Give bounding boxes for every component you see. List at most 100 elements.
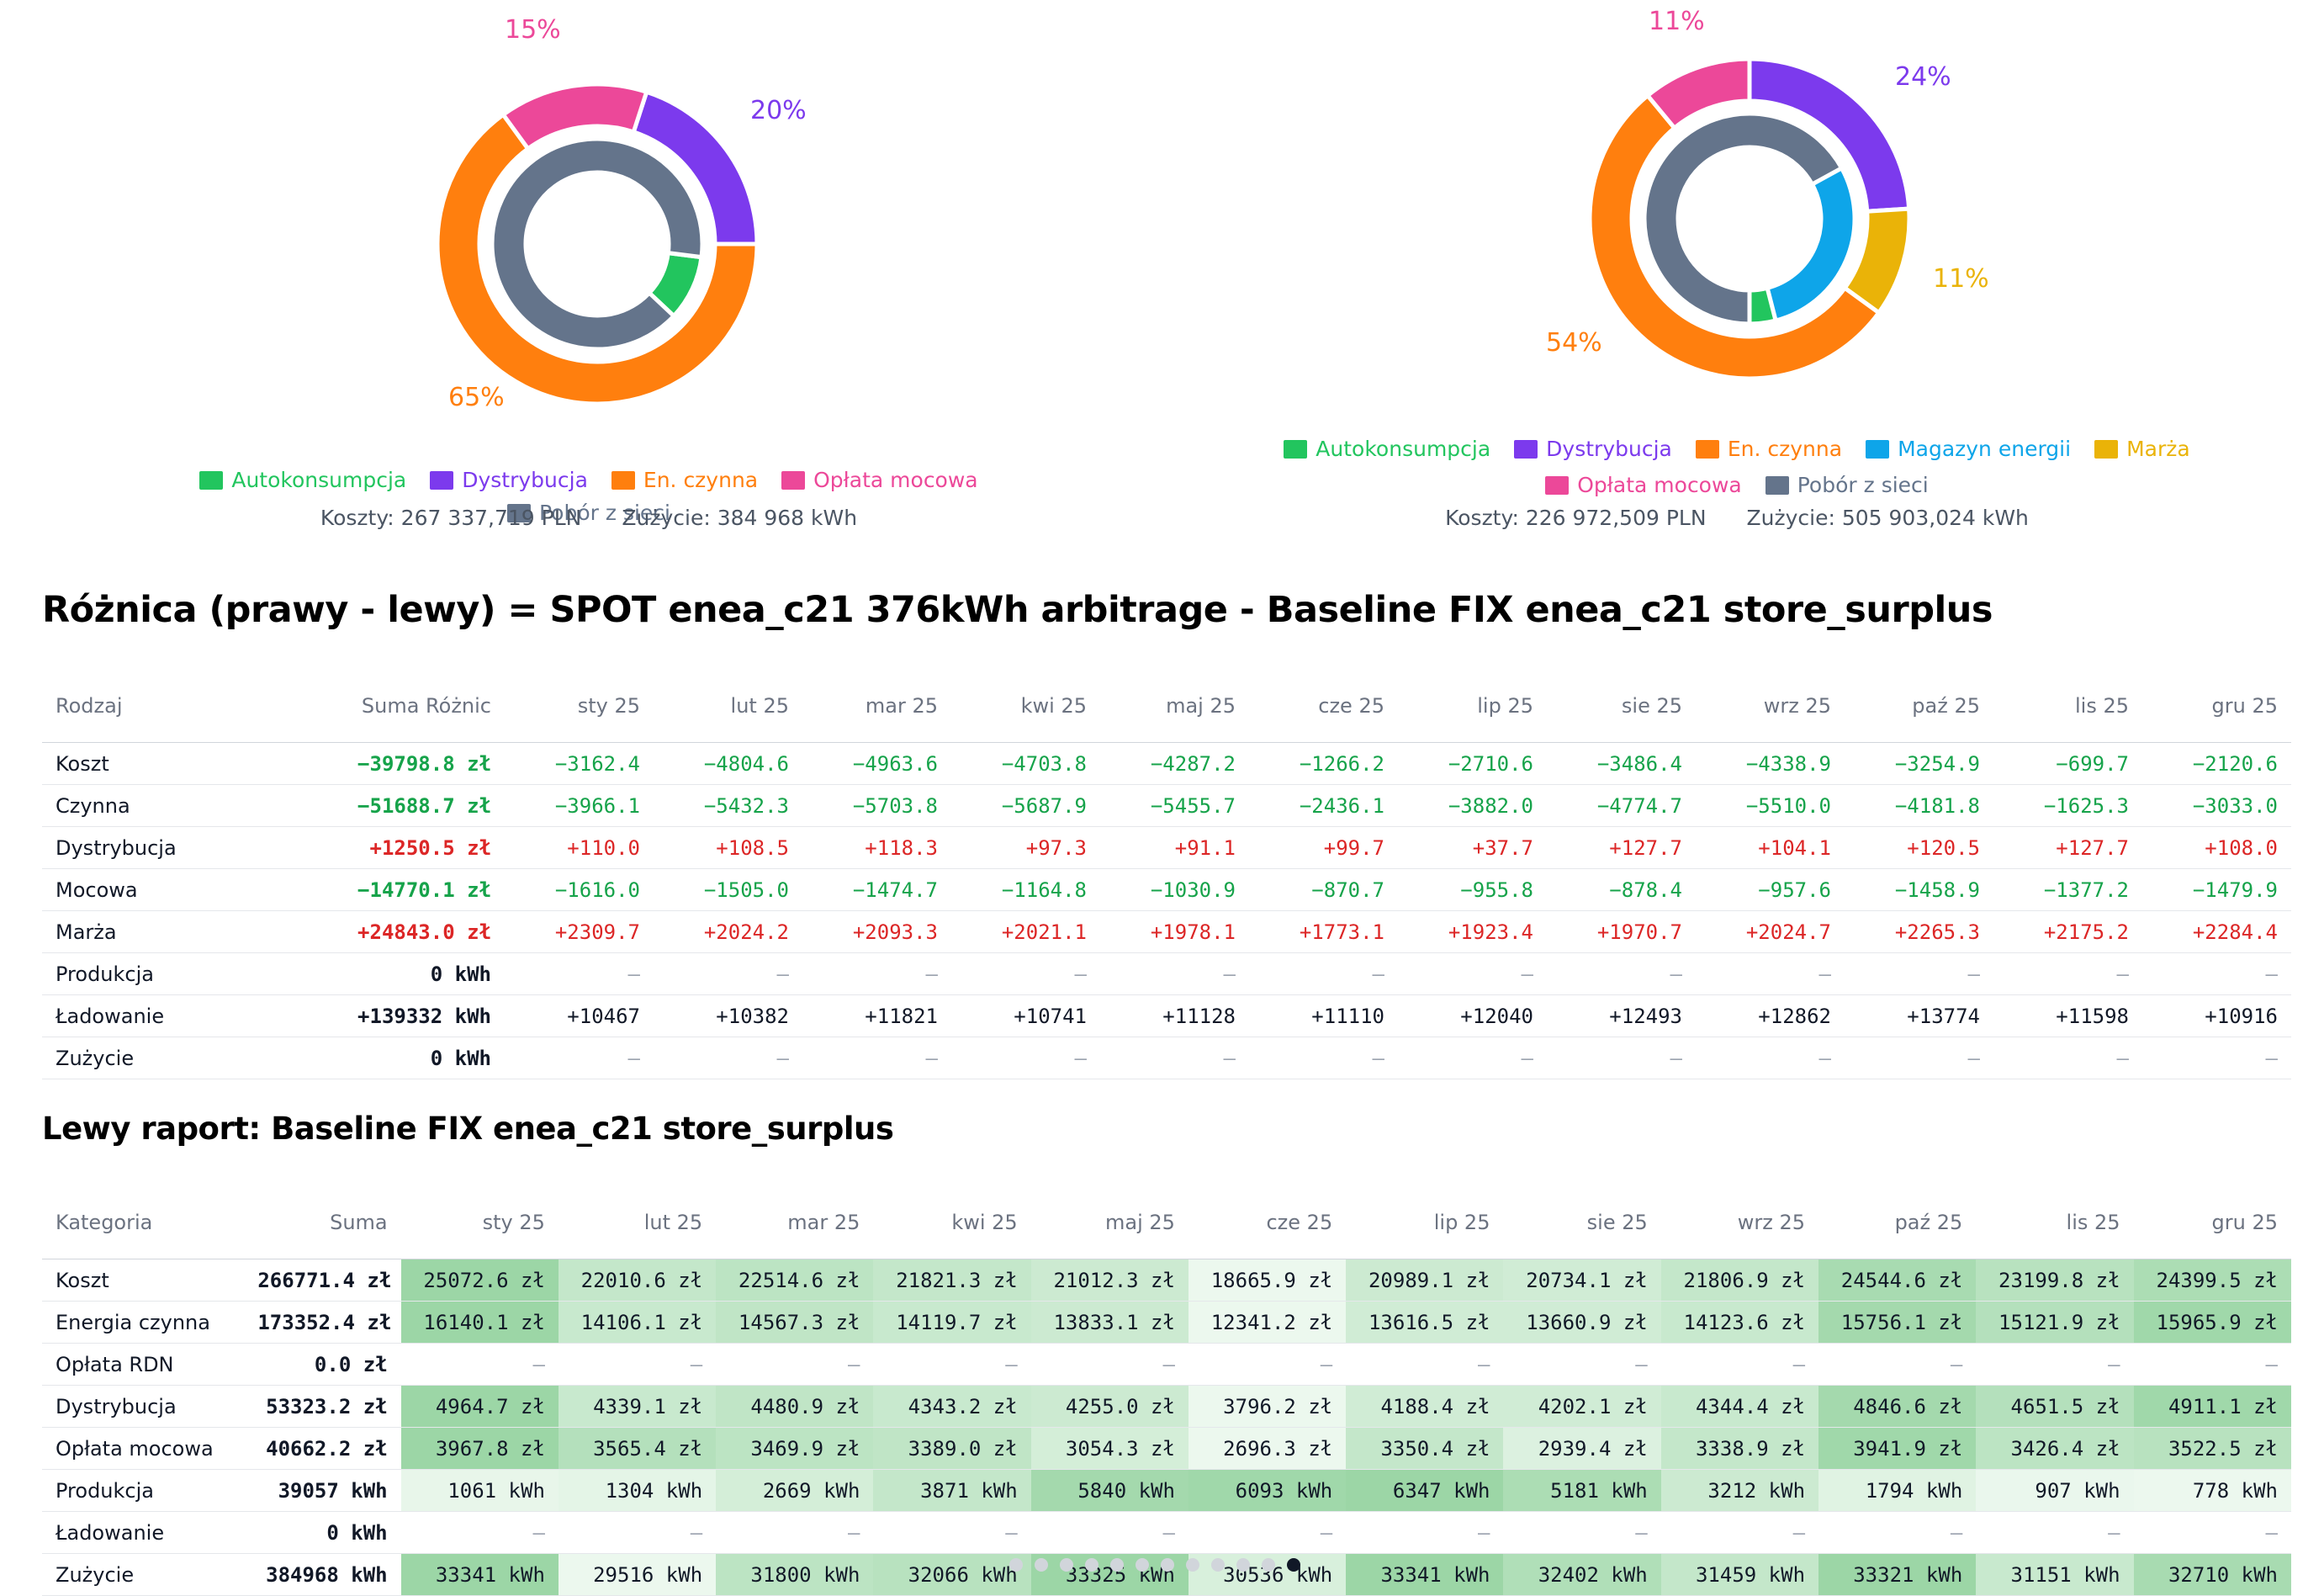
left-legend-en-czynna[interactable]: En. czynna	[611, 468, 758, 492]
table-cell: +97.3	[951, 826, 1100, 869]
table-row: Ładowanie +139332 kWh +10467 +10382 +11821 +1…	[42, 994, 2291, 1037]
column-header-gru-25[interactable]: gru 25	[2133, 1186, 2291, 1259]
column-header-kwi-25[interactable]: kwi 25	[873, 1186, 1031, 1259]
row-label: Energia czynna	[42, 1301, 245, 1344]
column-header-lut-25[interactable]: lut 25	[558, 1186, 717, 1259]
column-header-maj-25[interactable]: maj 25	[1030, 1186, 1188, 1259]
table-cell: –	[1818, 1343, 1977, 1386]
column-header-kategoria[interactable]: Kategoria	[42, 1186, 245, 1259]
column-header-mar-25[interactable]: mar 25	[802, 670, 951, 743]
left-legend-opłata-mocowa[interactable]: Opłata mocowa	[781, 468, 978, 492]
column-header-gru-25[interactable]: gru 25	[2142, 670, 2291, 743]
right-chart-legend: Autokonsumpcja Dystrybucja En. czynna Magaz…	[1211, 437, 2263, 497]
pagination-dot[interactable]	[1136, 1558, 1149, 1572]
right-legend-marża[interactable]: Marża	[2094, 437, 2190, 461]
column-header-suma-różnic[interactable]: Suma Różnic	[210, 670, 505, 743]
row-label: Dystrybucja	[42, 826, 210, 869]
slide-pagination[interactable]	[1009, 1558, 1300, 1572]
column-header-lip-25[interactable]: lip 25	[1398, 670, 1547, 743]
column-header-lis-25[interactable]: lis 25	[1993, 670, 2142, 743]
table-row: Mocowa −14770.1 zł −1616.0 −1505.0 −1474.7 −1…	[42, 868, 2291, 911]
table-cell: +13774	[1845, 994, 1993, 1037]
column-header-maj-25[interactable]: maj 25	[1100, 670, 1249, 743]
column-header-sty-25[interactable]: sty 25	[505, 670, 654, 743]
table-cell: +104.1	[1696, 826, 1845, 869]
table-cell: 32066 kWh	[873, 1553, 1031, 1596]
table-cell: −1625.3	[1993, 784, 2142, 827]
table-cell: +118.3	[802, 826, 951, 869]
table-cell: –	[1818, 1511, 1977, 1554]
table-cell: –	[558, 1511, 717, 1554]
row-label: Produkcja	[42, 952, 210, 995]
right-legend-pobór-z-sieci[interactable]: Pobór z sieci	[1765, 473, 1929, 497]
row-sum: 39057 kWh	[244, 1469, 401, 1512]
column-header-paź-25[interactable]: paź 25	[1845, 670, 1993, 743]
table-cell: 3426.4 zł	[1976, 1427, 2134, 1470]
table-cell: 3469.9 zł	[716, 1427, 874, 1470]
table-cell: 22010.6 zł	[558, 1259, 717, 1302]
column-header-wrz-25[interactable]: wrz 25	[1696, 670, 1845, 743]
pagination-dot[interactable]	[1211, 1558, 1225, 1572]
table-cell: –	[505, 1037, 654, 1079]
column-header-lut-25[interactable]: lut 25	[654, 670, 802, 743]
left-legend-dystrybucja[interactable]: Dystrybucja	[430, 468, 588, 492]
table-cell: 13660.9 zł	[1503, 1301, 1661, 1344]
pagination-dot[interactable]	[1161, 1558, 1174, 1572]
column-header-kwi-25[interactable]: kwi 25	[951, 670, 1100, 743]
right-legend-dystrybucja[interactable]: Dystrybucja	[1514, 437, 1672, 461]
table-cell: 3967.8 zł	[400, 1427, 559, 1470]
left-outer-slice-en-czynna[interactable]	[435, 111, 760, 406]
column-header-lis-25[interactable]: lis 25	[1976, 1186, 2134, 1259]
table-cell: 24399.5 zł	[2133, 1259, 2291, 1302]
column-header-paź-25[interactable]: paź 25	[1818, 1186, 1977, 1259]
pagination-dot[interactable]	[1009, 1558, 1023, 1572]
table-cell: –	[951, 1037, 1100, 1079]
left-legend-pobór-z-sieci[interactable]: Pobór z sieci	[507, 501, 670, 525]
table-cell: 18665.9 zł	[1188, 1259, 1347, 1302]
column-header-cze-25[interactable]: cze 25	[1188, 1186, 1347, 1259]
left-legend-autokonsumpcja[interactable]: Autokonsumpcja	[199, 468, 406, 492]
pagination-dot[interactable]	[1035, 1558, 1048, 1572]
table-cell: –	[2133, 1343, 2291, 1386]
pagination-dot[interactable]	[1085, 1558, 1098, 1572]
table-cell: 14567.3 zł	[716, 1301, 874, 1344]
pagination-dot[interactable]	[1060, 1558, 1073, 1572]
left-outer-slice-opłata-mocowa[interactable]	[500, 82, 649, 152]
right-outer-slice-en-czynna[interactable]	[1587, 93, 1882, 381]
legend-label: Opłata mocowa	[813, 468, 978, 492]
column-header-sie-25[interactable]: sie 25	[1503, 1186, 1661, 1259]
legend-swatch	[1514, 439, 1538, 459]
pagination-dot[interactable]	[1186, 1558, 1199, 1572]
pagination-dot[interactable]	[1262, 1558, 1275, 1572]
table-cell: 4651.5 zł	[1976, 1385, 2134, 1428]
column-header-sie-25[interactable]: sie 25	[1547, 670, 1696, 743]
column-header-lip-25[interactable]: lip 25	[1346, 1186, 1504, 1259]
table-row: Opłata mocowa 40662.2 zł 3967.8 zł 3565.4 z…	[42, 1427, 2291, 1470]
column-header-wrz-25[interactable]: wrz 25	[1660, 1186, 1819, 1259]
column-header-sty-25[interactable]: sty 25	[400, 1186, 559, 1259]
table-cell: 32402 kWh	[1503, 1553, 1661, 1596]
table-cell: +1978.1	[1100, 910, 1249, 953]
pagination-dot[interactable]	[1236, 1558, 1250, 1572]
pagination-dot[interactable]	[1110, 1558, 1124, 1572]
right-legend-magazyn-energii[interactable]: Magazyn energii	[1866, 437, 2071, 461]
table-cell: 5840 kWh	[1030, 1469, 1188, 1512]
right-outer-slice-opłata-mocowa[interactable]	[1644, 56, 1752, 131]
left-costs-total: Koszty: 267 337,719 PLN	[320, 506, 582, 530]
right-inner-slice-pobór-z-sieci[interactable]	[1642, 111, 1845, 326]
table-cell: –	[1100, 1037, 1249, 1079]
column-header-suma[interactable]: Suma	[244, 1186, 401, 1259]
right-legend-autokonsumpcja[interactable]: Autokonsumpcja	[1284, 437, 1490, 461]
table-cell: 1061 kWh	[400, 1469, 559, 1512]
table-cell: +2024.2	[654, 910, 802, 953]
pagination-dot[interactable]	[1287, 1558, 1300, 1572]
right-legend-opłata-mocowa[interactable]: Opłata mocowa	[1545, 473, 1742, 497]
legend-swatch	[507, 503, 531, 522]
column-header-cze-25[interactable]: cze 25	[1249, 670, 1398, 743]
left-inner-slice-pobór-z-sieci[interactable]	[490, 136, 705, 352]
table-row: Produkcja 39057 kWh 1061 kWh 1304 kWh 2669 k…	[42, 1469, 2291, 1512]
table-cell: 4911.1 zł	[2133, 1385, 2291, 1428]
column-header-rodzaj[interactable]: Rodzaj	[42, 670, 210, 743]
right-legend-en-czynna[interactable]: En. czynna	[1695, 437, 1842, 461]
column-header-mar-25[interactable]: mar 25	[716, 1186, 874, 1259]
